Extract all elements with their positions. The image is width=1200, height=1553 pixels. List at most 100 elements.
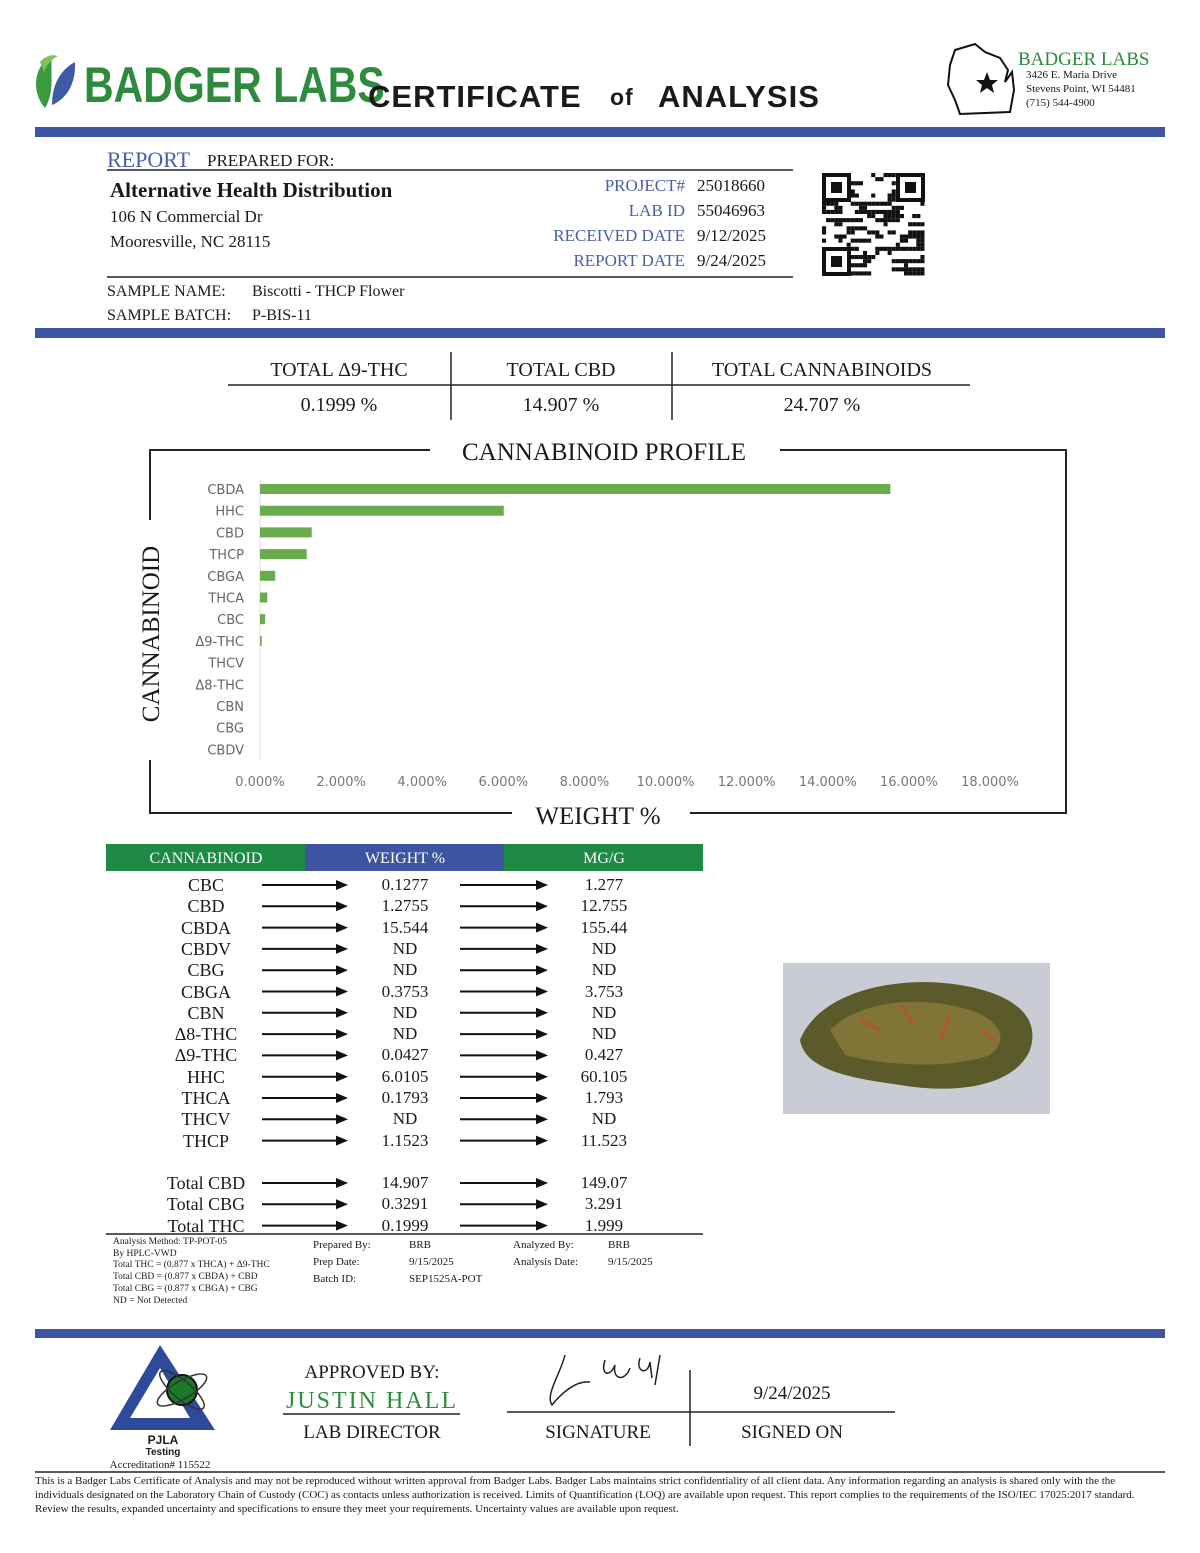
qr-cell — [867, 209, 872, 214]
qr-cell — [867, 230, 872, 235]
qr-cell — [879, 209, 884, 214]
qr-cell — [838, 234, 843, 239]
y-tick-label: CBD — [216, 526, 244, 541]
table-header: WEIGHT % — [364, 850, 446, 867]
arrow-head — [536, 965, 548, 976]
y-tick-label: Δ9-THC — [195, 635, 244, 650]
qr-cell — [891, 267, 896, 272]
method-note: Total CBG = (0.877 x CBGA) + CBG — [113, 1283, 258, 1294]
arrow-head — [336, 880, 348, 890]
qr-cell — [891, 205, 896, 210]
qr-cell — [863, 255, 868, 260]
qr-cell — [916, 222, 921, 227]
mg-per-g: 1.793 — [584, 1088, 624, 1107]
mg-per-g: 3.753 — [584, 981, 624, 1001]
bar — [260, 484, 891, 494]
pjla-name: PJLA — [147, 1433, 179, 1447]
field-value: 9/24/2025 — [697, 251, 766, 270]
qr-cell — [871, 193, 876, 198]
weight-percent: 1.1523 — [381, 1130, 429, 1150]
qr-cell — [883, 214, 888, 219]
x-tick-label: 6.000% — [479, 775, 529, 790]
qr-cell — [912, 234, 917, 239]
qr-cell — [822, 205, 827, 210]
qr-cell — [850, 201, 855, 206]
qr-cell — [858, 201, 863, 206]
x-axis-label: WEIGHT % — [535, 803, 661, 830]
weight-percent: 6.0105 — [381, 1066, 429, 1086]
qr-cell — [899, 205, 904, 210]
bar — [260, 549, 307, 560]
qr-cell — [899, 246, 904, 251]
qr-cell — [863, 263, 868, 268]
qr-cell — [908, 246, 913, 251]
cannabinoid-name: CBN — [187, 1002, 225, 1023]
qr-cell — [871, 201, 876, 206]
cannabinoid-name: CBG — [187, 960, 225, 981]
mg-per-g: 11.523 — [580, 1130, 628, 1150]
bar — [260, 614, 266, 625]
qr-cell — [822, 201, 827, 206]
bar — [260, 570, 276, 581]
y-tick-label: CBGA — [207, 570, 244, 585]
qr-cell — [863, 205, 868, 210]
qr-cell — [895, 259, 900, 264]
mg-per-g: 0.427 — [584, 1045, 624, 1065]
qr-cell — [850, 255, 855, 260]
qr-cell — [854, 255, 859, 260]
qr-cell — [891, 209, 896, 214]
doc-title: of — [610, 84, 634, 110]
weight-percent: 0.0427 — [381, 1045, 429, 1065]
lab-address: 3426 E. Maria Drive — [1026, 69, 1118, 81]
brand-logo — [36, 55, 76, 108]
qr-cell — [908, 267, 913, 272]
report-label: REPORT — [107, 147, 191, 172]
qr-cell — [850, 218, 855, 223]
qr-cell — [916, 238, 921, 243]
qr-cell — [834, 201, 839, 206]
doc-title: ANALYSIS — [658, 79, 820, 114]
weight-percent: 15.544 — [381, 917, 429, 937]
qr-cell — [891, 197, 896, 202]
qr-cell — [850, 238, 855, 243]
qr-cell — [854, 263, 859, 268]
qr-cell — [842, 218, 847, 223]
mg-per-g: 3.291 — [584, 1194, 624, 1214]
cannabinoid-name: THCA — [181, 1088, 231, 1108]
arrow-head — [336, 1178, 348, 1188]
qr-cell — [908, 271, 913, 276]
qr-cell — [895, 242, 900, 247]
qr-cell — [891, 230, 896, 235]
y-tick-label: Δ8-THC — [195, 678, 244, 693]
x-tick-label: 0.000% — [235, 775, 285, 790]
qr-cell — [875, 234, 880, 239]
field-label: RECEIVED DATE — [553, 226, 685, 245]
qr-cell — [875, 250, 880, 255]
qr-cell — [842, 234, 847, 239]
qr-cell — [899, 259, 904, 264]
qr-cell — [834, 205, 839, 210]
qr-cell — [920, 267, 925, 272]
signature-label: SIGNATURE — [545, 1422, 651, 1443]
state-outline — [946, 42, 1016, 116]
qr-cell — [871, 255, 876, 260]
qr-cell — [879, 246, 884, 251]
qr-cell — [899, 238, 904, 243]
qr-cell — [854, 246, 859, 251]
doc-title: CERTIFICATE — [368, 79, 582, 114]
arrow-head — [336, 1071, 348, 1082]
qr-cell — [879, 234, 884, 239]
field-label: PROJECT# — [604, 176, 685, 195]
field-label: LAB ID — [628, 201, 685, 220]
approved-by-label: APPROVED BY: — [304, 1362, 440, 1383]
qr-cell — [858, 181, 863, 186]
arrow-head — [336, 1220, 348, 1231]
method-note: Total THC = (0.877 x THCA) + Δ9-THC — [113, 1260, 270, 1271]
x-tick-label: 16.000% — [880, 775, 938, 790]
arrow-head — [336, 1135, 348, 1146]
weight-percent: 0.3291 — [381, 1194, 429, 1214]
qr-cell — [916, 246, 921, 251]
qr-cell — [850, 226, 855, 231]
signature — [549, 1354, 661, 1407]
